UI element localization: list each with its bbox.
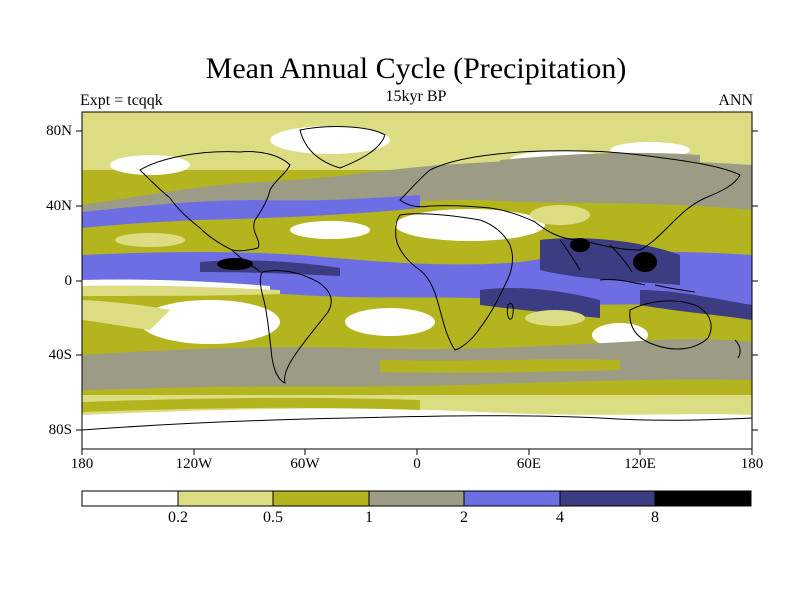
precip-field xyxy=(82,112,752,449)
lon-label: 60W xyxy=(290,456,320,472)
lon-label: 120W xyxy=(175,456,213,472)
map-title: Mean Annual Cycle (Precipitation) xyxy=(205,52,627,85)
experiment-label: Expt = tcqqk xyxy=(80,92,163,109)
lat-label: 0 xyxy=(64,273,73,289)
colorbar-segment xyxy=(654,490,752,507)
colorbar xyxy=(81,490,752,507)
colorbar-label: 8 xyxy=(651,509,659,526)
lon-label: 120E xyxy=(624,456,656,472)
season-label: ANN xyxy=(718,92,753,109)
colorbar-segment xyxy=(177,490,274,507)
colorbar-segment xyxy=(559,490,656,507)
coastlines xyxy=(81,126,753,431)
colorbar-label: 1 xyxy=(365,509,373,526)
lon-label: 180 xyxy=(70,456,94,472)
colorbar-segment xyxy=(81,490,179,507)
lon-label: 180 xyxy=(740,456,764,472)
colorbar-label: 2 xyxy=(460,509,468,526)
lon-label: 0 xyxy=(413,456,421,472)
colorbar-segment xyxy=(463,490,561,507)
colorbar-label: 0.5 xyxy=(263,509,283,526)
lon-label: 60E xyxy=(516,456,542,472)
colorbar-label: 4 xyxy=(556,509,564,526)
lat-label: 40S xyxy=(48,347,72,363)
lat-label: 40N xyxy=(46,198,72,214)
lat-label: 80N xyxy=(46,123,72,139)
axis-ticks xyxy=(76,130,758,455)
lat-label: 80S xyxy=(48,422,72,438)
colorbar-segment xyxy=(368,490,465,507)
colorbar-segment xyxy=(272,490,370,507)
map-subtitle: 15kyr BP xyxy=(385,88,447,105)
colorbar-label: 0.2 xyxy=(168,509,188,526)
